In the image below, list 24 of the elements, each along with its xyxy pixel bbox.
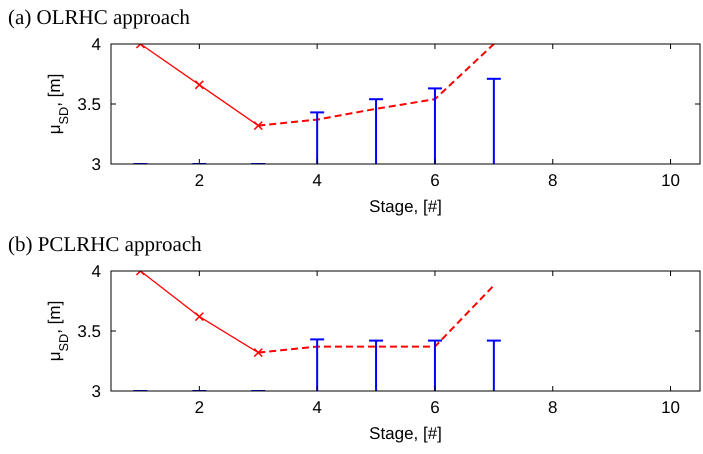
x-tick-label: 6 — [430, 398, 440, 417]
x-tick-label: 4 — [312, 171, 322, 190]
y-tick-label: 3 — [92, 382, 101, 401]
y-tick-label: 4 — [92, 35, 101, 54]
x-axis-title: Stage, [#] — [369, 197, 442, 216]
y-tick-label: 3.5 — [77, 322, 101, 341]
x-axis-title: Stage, [#] — [369, 424, 442, 443]
x-tick-label: 8 — [548, 398, 558, 417]
chart-title: (a) OLRHC approach — [8, 5, 190, 29]
x-tick-label: 10 — [661, 171, 680, 190]
point — [194, 312, 204, 322]
x-tick-label: 2 — [194, 398, 204, 417]
y-tick-label: 3.5 — [77, 95, 101, 114]
x-tick-label: 8 — [548, 171, 558, 190]
x-tick-label: 4 — [312, 398, 322, 417]
point — [254, 120, 263, 130]
x-tick-label: 10 — [661, 398, 680, 417]
x-tick-label: 6 — [430, 171, 440, 190]
x-tick-label: 2 — [194, 171, 204, 190]
point — [194, 80, 204, 90]
y-tick-label: 3 — [92, 155, 101, 174]
point — [254, 348, 263, 358]
y-tick-label: 4 — [92, 262, 101, 281]
chart-title: (b) PCLRHC approach — [8, 232, 202, 256]
